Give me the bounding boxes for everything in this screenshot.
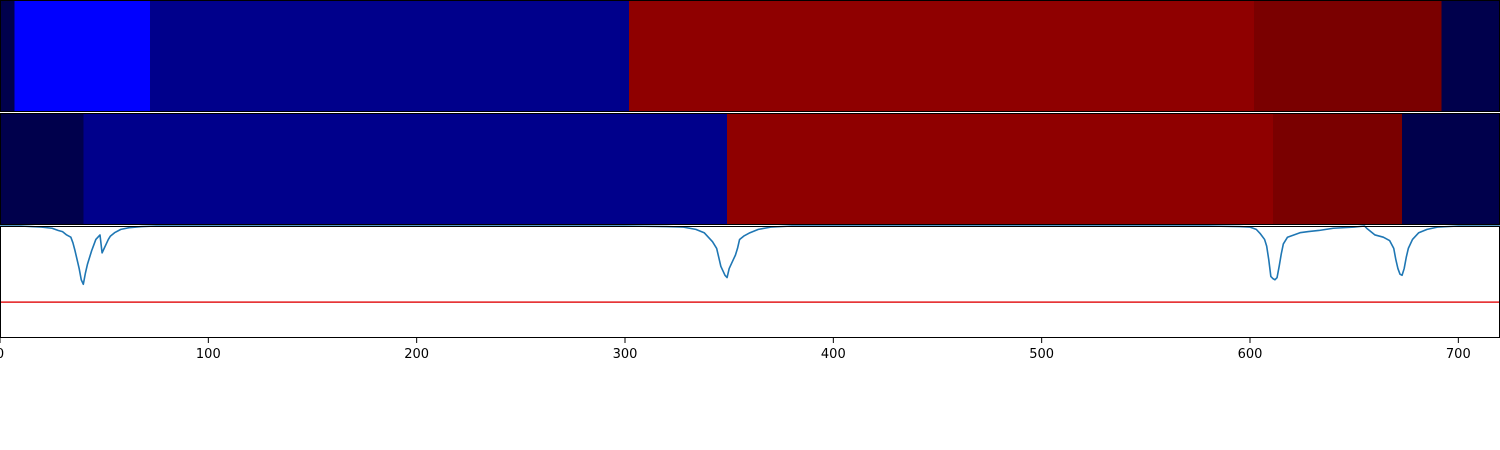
line-panel bbox=[0, 225, 1500, 338]
x-tick-label-700: 700 bbox=[1446, 347, 1471, 362]
heatmap-row-1-segment-1 bbox=[83, 113, 728, 225]
line-panel-background bbox=[0, 226, 1500, 338]
heatmap-row-0-segment-0 bbox=[0, 0, 15, 112]
x-tick-label-100: 100 bbox=[196, 347, 221, 362]
x-tick-label-500: 500 bbox=[1029, 347, 1054, 362]
x-tick-label-200: 200 bbox=[404, 347, 429, 362]
heatmap-row-0-segment-4 bbox=[1254, 0, 1442, 112]
heatmap-row-1-segment-3 bbox=[1272, 113, 1403, 225]
series-line bbox=[0, 225, 1500, 286]
heatmap-row-1-segment-4 bbox=[1402, 113, 1500, 225]
heatmap-row-0-segment-1 bbox=[14, 0, 151, 112]
x-axis: 0 100 200 300 400 500 600 700 bbox=[0, 338, 1471, 362]
heatmap-row-0-segment-2 bbox=[150, 0, 630, 112]
heatmap-row-0-segment-5 bbox=[1441, 0, 1500, 112]
heatmap-row-0-segment-3 bbox=[629, 0, 1255, 112]
x-tick-label-600: 600 bbox=[1238, 347, 1263, 362]
heatmap-row-1-segment-0 bbox=[0, 113, 84, 225]
heatmap-row-1 bbox=[0, 113, 1500, 225]
heatmap-row-1-segment-2 bbox=[727, 113, 1273, 225]
x-tick-label-300: 300 bbox=[613, 347, 638, 362]
x-tick-label-400: 400 bbox=[821, 347, 846, 362]
x-tick-label-0: 0 bbox=[0, 347, 4, 362]
heatmap-row-0 bbox=[0, 0, 1500, 112]
